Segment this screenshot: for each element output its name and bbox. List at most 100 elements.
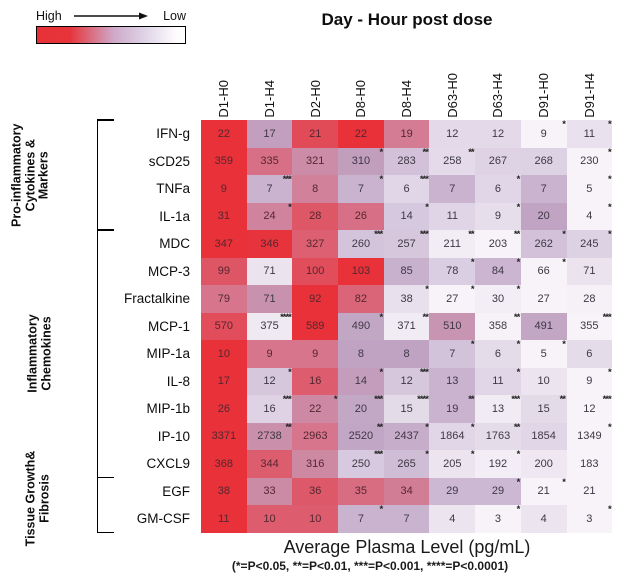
cell-value: 13: [491, 402, 505, 415]
heatmap-cell: 71: [246, 257, 293, 285]
heatmap-cell: 268: [520, 147, 567, 175]
significance-asterisks: *: [562, 119, 566, 130]
row-label: MIP-1b: [146, 401, 190, 416]
heatmap-cell: 19: [383, 120, 430, 148]
column-header-label: D1-H0: [216, 80, 232, 118]
heatmap-cell: 22: [201, 120, 247, 148]
heatmap-cell: 100: [292, 257, 339, 285]
heatmap-cell: 17: [246, 120, 293, 148]
significance-asterisks: **: [559, 394, 566, 405]
heatmap-cell: 11: [429, 202, 476, 230]
heatmap-cell: 78 *: [429, 256, 476, 285]
heatmap-cell: 211 **: [429, 229, 476, 258]
cell-value: 36: [309, 485, 322, 498]
color-legend-labels: High Low: [36, 7, 186, 24]
significance-asterisks: **: [468, 229, 474, 240]
heatmap-cell: 9: [292, 340, 339, 368]
heatmap-cell: 7: [383, 505, 430, 533]
heatmap-cell: 9 *: [566, 367, 613, 395]
heatmap-cell: 245 *: [566, 229, 613, 258]
cell-value: 10: [263, 512, 276, 525]
heatmap-cell: 24 *: [246, 202, 293, 230]
cell-value: 85: [400, 265, 413, 278]
significance-asterisks: *: [607, 504, 612, 515]
cell-value: 1349: [577, 430, 602, 443]
cell-value: 371: [397, 320, 416, 333]
heatmap-cell: 11 *: [475, 367, 521, 395]
significance-asterisks: *: [470, 256, 475, 268]
cell-value: 359: [214, 155, 234, 168]
heatmap-cell: 7 ***: [246, 174, 293, 203]
heatmap-cell: 344: [246, 450, 293, 478]
heatmap-cell: 8: [383, 340, 430, 368]
heatmap-cell: 12: [429, 120, 476, 148]
column-header: D91-H0: [521, 52, 567, 118]
cell-value: 38: [217, 485, 230, 498]
significance-asterisks: **: [513, 421, 520, 433]
heatmap-cell: 250 ***: [338, 449, 384, 478]
significance-asterisks: *: [379, 366, 384, 378]
heatmap-cell: 27: [520, 285, 567, 313]
significance-asterisks: ***: [419, 229, 429, 240]
cell-value: 230: [580, 155, 599, 168]
cell-value: 6: [586, 347, 593, 360]
heatmap-cell: 2520 **: [338, 422, 384, 450]
cell-value: 7: [540, 182, 547, 195]
heatmap-cell: 260 ***: [338, 229, 384, 258]
cell-value: 267: [488, 155, 508, 168]
cell-value: 26: [217, 402, 230, 415]
heatmap-cell: 15 ****: [383, 394, 430, 423]
cell-value: 19: [400, 127, 413, 140]
column-header: D63-H0: [429, 52, 475, 118]
heatmap-cell: 3 *: [475, 504, 521, 533]
significance-asterisks: *: [425, 449, 429, 460]
column-header-label: D91-H4: [581, 73, 597, 118]
group-bracket-tick: [96, 119, 114, 121]
cell-value: 346: [260, 237, 279, 250]
significance-asterisks: *: [470, 421, 475, 433]
cell-value: 11: [218, 512, 230, 525]
heatmap-cell: 11: [201, 505, 247, 533]
significance-asterisks: ***: [374, 229, 383, 240]
significance-asterisks: **: [422, 311, 429, 323]
column-header-label: D2-H0: [307, 80, 323, 118]
column-header: D8-H0: [338, 52, 384, 118]
row-labels: IFN-g sCD25 TNFa IL-1a MDC MCP-3 Fractalkine MC…: [0, 120, 197, 533]
heatmap-cell: 358 **: [475, 312, 521, 340]
column-header: D1-H0: [201, 52, 247, 118]
heatmap-cell: 183: [566, 450, 613, 478]
cell-value: 10: [217, 347, 230, 360]
cell-value: 20: [354, 402, 368, 415]
heatmap-cell: 4 *: [566, 202, 613, 230]
cell-value: 30: [491, 292, 505, 305]
heatmap-cell: 2437 *: [383, 422, 430, 450]
heatmap-cell: 27 *: [429, 284, 476, 313]
heatmap-cell: 347: [201, 230, 247, 258]
cell-value: 31: [217, 210, 230, 223]
heatmap-cell: 589: [292, 312, 339, 340]
cell-value: 22: [354, 127, 368, 140]
cell-value: 368: [214, 457, 234, 470]
cell-value: 570: [214, 320, 234, 333]
row-label: MCP-1: [147, 318, 190, 334]
heatmap-cell: 205 *: [429, 449, 476, 478]
heatmap-cell: 71: [246, 285, 293, 313]
heatmap-cell: 21: [292, 120, 339, 148]
group-bracket-tick: [96, 531, 114, 534]
row-label: EGF: [162, 483, 190, 499]
heatmap-cell: 7: [520, 175, 567, 203]
heatmap-cell: 1763 **: [475, 421, 521, 450]
cell-value: 9: [312, 347, 319, 360]
heatmap-cell: 34: [383, 477, 430, 505]
column-header-label: D63-H4: [490, 73, 506, 118]
heatmap-cell: 8: [292, 175, 339, 203]
heatmap-cell: 92: [292, 285, 339, 313]
cell-value: 6: [494, 347, 502, 360]
cell-value: 258: [443, 155, 462, 168]
heatmap-cell: 29 *: [475, 477, 521, 505]
cell-value: 2437: [394, 430, 419, 443]
cell-value: 92: [309, 292, 322, 305]
significance-asterisks: *: [379, 174, 384, 185]
column-header: D2-H0: [292, 52, 338, 118]
cell-value: 260: [351, 237, 371, 250]
